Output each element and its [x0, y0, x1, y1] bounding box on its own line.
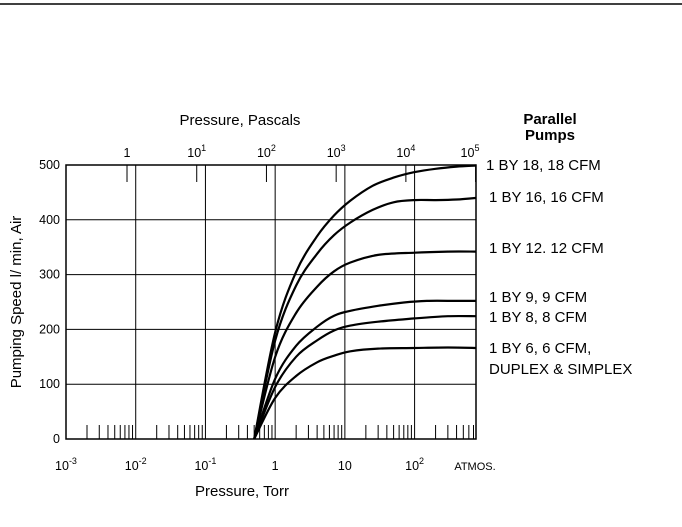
x-tick-label: 102 [405, 456, 424, 473]
series-label: 1 BY 12. 12 CFM [489, 240, 604, 257]
series-label: 1 BY 18, 18 CFM [486, 157, 601, 174]
x2-tick-labels: 1 101 102 103 104 105 [124, 143, 480, 160]
series-line [253, 250, 477, 440]
x-tick-labels: 10-3 10-2 10-1 1 10 102 ATMOS. [55, 456, 496, 473]
series-line [253, 346, 477, 440]
y-axis-label: Pumping Speed l/ min, Air [8, 216, 25, 389]
series-label: 1 BY 16, 16 CFM [489, 189, 604, 206]
minor-ticks [86, 165, 477, 439]
x-tick-label: 10-2 [125, 456, 147, 473]
x2-tick-label: 102 [257, 143, 276, 160]
y-tick-label: 300 [39, 268, 60, 282]
y-tick-label: 400 [39, 213, 60, 227]
series-label: 1 BY 8, 8 CFM [489, 309, 587, 326]
series-line [253, 196, 477, 440]
x2-tick-label: 1 [124, 146, 131, 160]
x2-tick-label: 104 [396, 143, 415, 160]
x-tick-label: 10 [338, 459, 352, 473]
legend-title-line: Parallel [523, 111, 576, 128]
series-labels: 1 BY 18, 18 CFM 1 BY 16, 16 CFM 1 BY 12. 1… [486, 157, 632, 378]
y-tick-label: 500 [39, 158, 60, 172]
series-line [253, 299, 476, 440]
x2-tick-label: 103 [327, 143, 346, 160]
x2-tick-label: 101 [187, 143, 206, 160]
y-tick-labels: 0 100 200 300 400 500 [39, 158, 60, 446]
x-tick-label: 1 [272, 459, 279, 473]
x2-tick-label: 105 [461, 143, 480, 160]
y-tick-label: 100 [39, 377, 60, 391]
x-tick-label: 10-3 [55, 456, 77, 473]
x2-axis-label: Pressure, Pascals [180, 112, 301, 129]
y-tick-label: 0 [53, 432, 60, 446]
x-tick-label: ATMOS. [454, 461, 495, 473]
plot-frame [65, 164, 477, 440]
series-label: 1 BY 6, 6 CFM, [489, 340, 591, 357]
grid-lines [66, 165, 476, 439]
series-label: DUPLEX & SIMPLEX [489, 361, 632, 378]
series-curves [253, 164, 477, 440]
series-label: 1 BY 9, 9 CFM [489, 289, 587, 306]
series-line [253, 164, 477, 440]
x-tick-label: 10-1 [194, 456, 216, 473]
y-tick-label: 200 [39, 322, 60, 336]
x-axis-label: Pressure, Torr [195, 483, 289, 500]
series-line [253, 314, 477, 440]
legend-title-line: Pumps [525, 127, 575, 144]
